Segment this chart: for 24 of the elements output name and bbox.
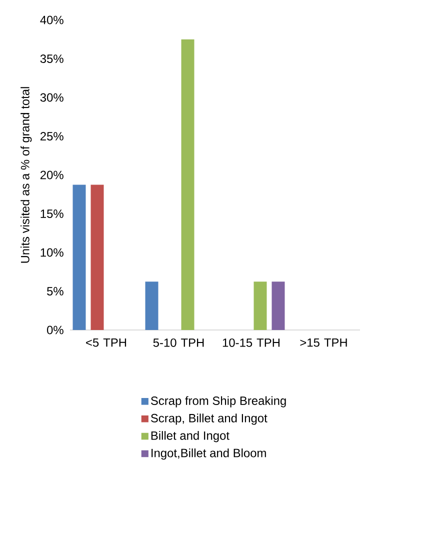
y-tick-label: 10% xyxy=(40,248,64,257)
bar xyxy=(90,184,104,330)
bar xyxy=(72,184,86,330)
x-tick-label: >15 TPH xyxy=(300,338,347,347)
legend-label: Scrap from Ship Breaking xyxy=(150,396,286,408)
legend-label: Ingot,Billet and Bloom xyxy=(152,448,266,460)
y-tick-label: 5% xyxy=(47,287,64,296)
bar xyxy=(272,282,285,330)
y-tick-label: 15% xyxy=(40,210,64,218)
x-tick-label: 10-15 TPH xyxy=(222,338,280,347)
y-axis-title: Units visited as a % of grand total xyxy=(20,87,32,263)
y-tick-label: 35% xyxy=(40,54,64,63)
y-tick-label: 30% xyxy=(40,93,64,102)
x-tick-label: 5-10 TPH xyxy=(153,338,204,347)
bar xyxy=(181,39,194,330)
y-tick-label: 25% xyxy=(40,132,64,140)
bar xyxy=(254,282,267,330)
legend-label: Billet and Ingot xyxy=(151,431,230,442)
bar xyxy=(145,282,158,330)
y-tick-label: 0% xyxy=(47,326,64,334)
y-tick-label: 40% xyxy=(40,16,64,24)
y-tick-label: 20% xyxy=(40,170,64,180)
x-tick-label: <5 TPH xyxy=(86,338,126,347)
legend-label: Scrap, Billet and Ingot xyxy=(150,414,268,425)
